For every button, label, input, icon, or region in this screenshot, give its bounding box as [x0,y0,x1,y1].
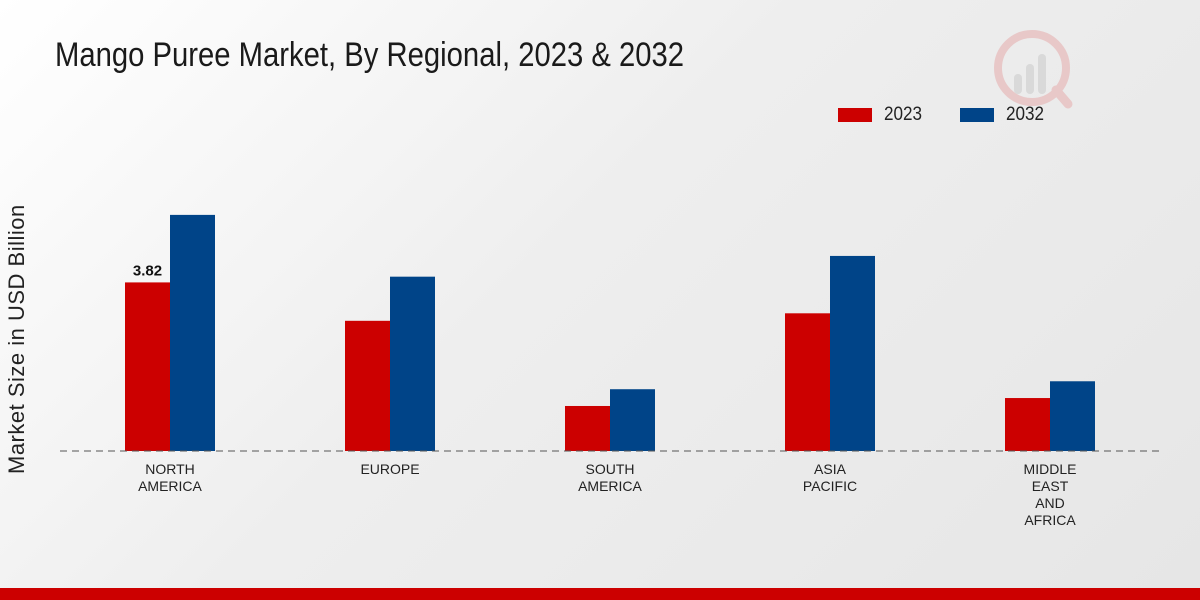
x-tick-label-3: ASIA PACIFIC [803,461,857,494]
legend-item-2023: 2023 [838,104,926,126]
bar-2032-4 [1050,381,1095,451]
x-tick-label-0: NORTH AMERICA [138,461,202,494]
brand-logo-icon [994,30,1073,109]
x-tick-label-1: EUROPE [360,461,419,477]
data-label-0: 3.82 [133,262,162,279]
x-tick-label-4: MIDDLE EAST AND AFRICA [1024,461,1077,528]
bar-2032-3 [830,255,875,451]
bar-2023-0 [125,282,170,451]
bar-2032-2 [610,389,655,451]
bar-2023-2 [565,405,610,451]
legend-swatch-2032 [960,108,995,122]
bar-2023-1 [345,320,390,451]
x-tick-label-2: SOUTH AMERICA [578,461,642,494]
legend-swatch-2023 [838,108,872,122]
bar-2023-4 [1005,398,1050,451]
chart-title: Mango Puree Market, By Regional, 2023 & … [55,36,685,74]
bar-2023-3 [785,313,830,451]
bar-2032-1 [390,276,435,451]
legend-label-2032: 2032 [1006,104,1045,125]
legend: 2023 2032 [838,104,1083,126]
bottom-accent-bar [0,588,1200,600]
legend-label-2023: 2023 [884,104,923,125]
bar-2032-0 [170,214,215,451]
legend-item-2032: 2032 [960,104,1048,126]
